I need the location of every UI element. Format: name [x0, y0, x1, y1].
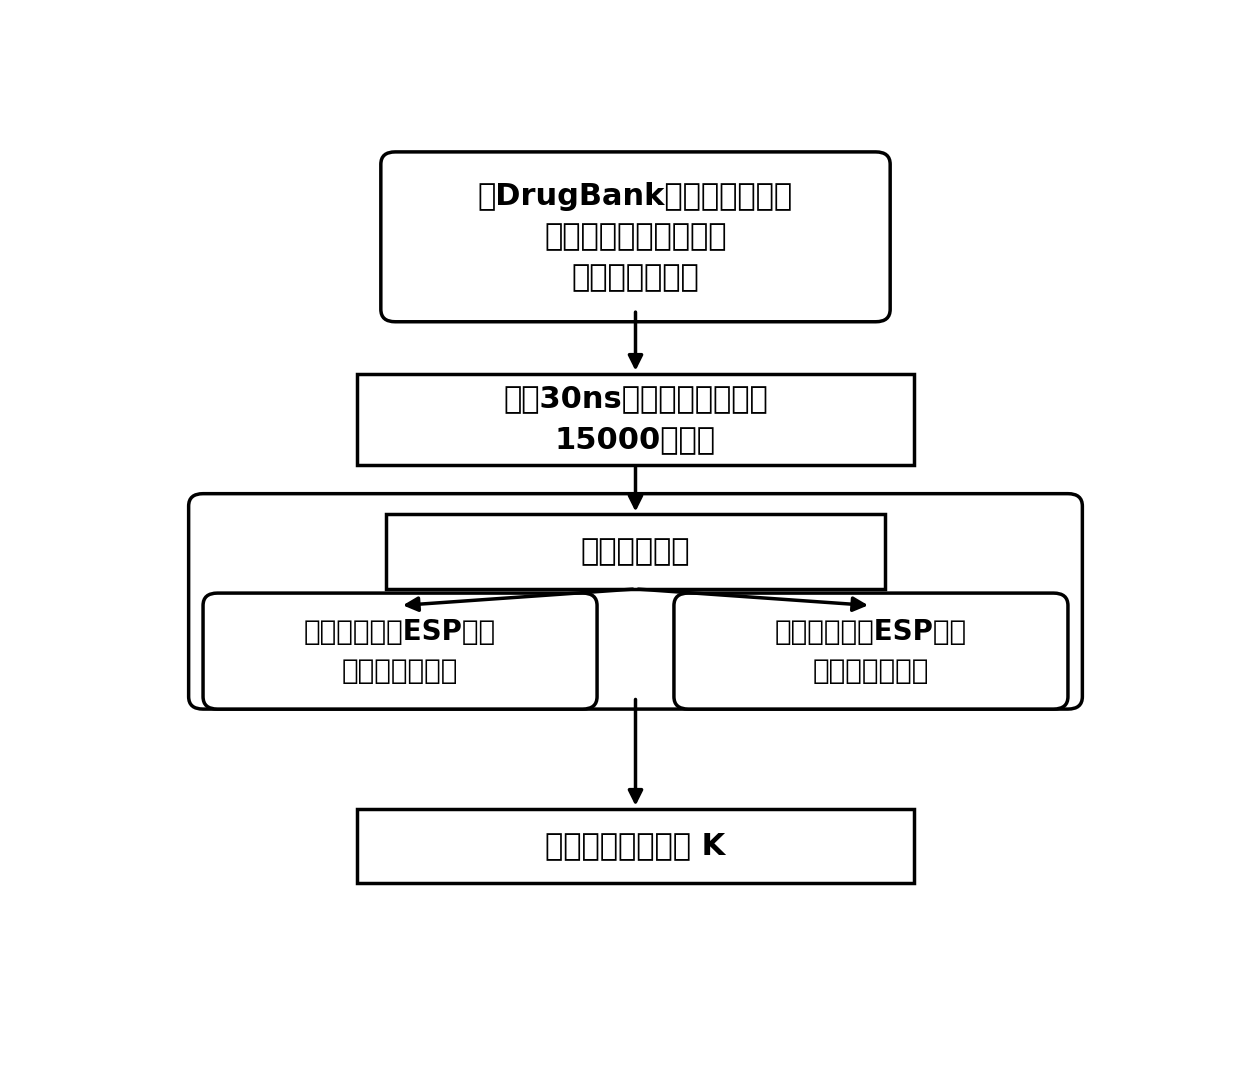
Bar [386, 514, 885, 589]
FancyBboxPatch shape [381, 152, 890, 322]
FancyBboxPatch shape [675, 593, 1068, 709]
Text: 从DrugBank等数据库归纳搜
集小分子中的可极性键
并构建分子模型: 从DrugBank等数据库归纳搜 集小分子中的可极性键 并构建分子模型 [477, 182, 794, 292]
Text: 计算气相下的ESP电荷
（无背景电荷）: 计算气相下的ESP电荷 （无背景电荷） [304, 618, 496, 684]
Bar [357, 373, 914, 465]
Bar [357, 808, 914, 883]
Text: 进行30ns的分子模拟，获取
15000个构象: 进行30ns的分子模拟，获取 15000个构象 [503, 384, 768, 454]
Text: 量子化学计算: 量子化学计算 [580, 537, 691, 566]
Text: 计算拟合可极化率 K: 计算拟合可极化率 K [546, 832, 725, 861]
FancyBboxPatch shape [203, 593, 596, 709]
Text: 计算液相下的ESP电荷
（有背景电荷）: 计算液相下的ESP电荷 （有背景电荷） [775, 618, 967, 684]
FancyBboxPatch shape [188, 494, 1083, 709]
